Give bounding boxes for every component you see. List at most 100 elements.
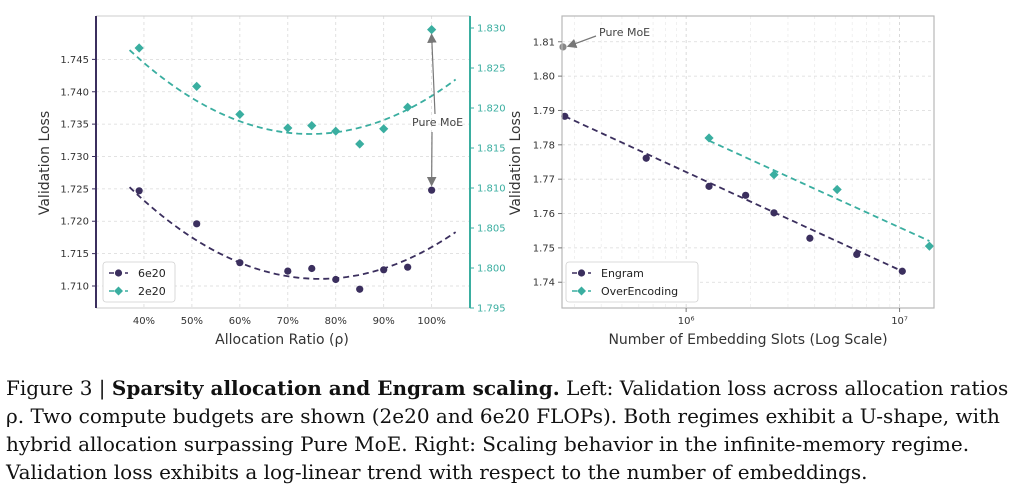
legend-label-overencoding: OverEncoding bbox=[601, 285, 678, 298]
figure-caption: Figure 3 | Sparsity allocation and Engra… bbox=[6, 374, 1016, 486]
right-fit-lines bbox=[564, 115, 930, 273]
point-Engram bbox=[853, 250, 861, 259]
fit-line-2e20 bbox=[128, 49, 457, 135]
point-2e20 bbox=[134, 43, 144, 53]
y-tick-label: 1.730 bbox=[60, 152, 89, 163]
y2-tick-label: 1.810 bbox=[477, 184, 506, 195]
point-2e20 bbox=[355, 139, 365, 149]
y2-tick-label: 1.805 bbox=[477, 224, 506, 235]
point-6e20 bbox=[284, 267, 292, 275]
point-OverEncoding bbox=[769, 170, 779, 180]
point-Engram bbox=[561, 112, 569, 120]
legend-marker-overencoding bbox=[577, 286, 586, 296]
legend-marker-2e20 bbox=[114, 286, 123, 296]
right-axes: 10⁶ 10⁷ 1.74 1.75 1.76 1.77 1.78 1.79 1.80 1.81 bbox=[533, 15, 935, 327]
fit-line-Engram bbox=[564, 115, 903, 273]
caption-prefix: Figure 3 | bbox=[6, 376, 112, 400]
legend-frame bbox=[565, 261, 699, 303]
x-tick-label: 50% bbox=[181, 316, 203, 327]
right-chart: Pure MoE 10⁶ 10⁷1.741.751.761.771.781.791… bbox=[508, 15, 935, 348]
x-tick-label: 90% bbox=[373, 316, 395, 327]
y-tick-label: 1.80 bbox=[533, 72, 555, 83]
point-2e20 bbox=[379, 124, 389, 134]
right-legend: Engram OverEncoding bbox=[565, 261, 699, 303]
point-6e20 bbox=[135, 187, 143, 195]
y-tick-label: 1.725 bbox=[60, 184, 89, 195]
y-tick-label: 1.76 bbox=[533, 209, 555, 220]
point-6e20 bbox=[308, 264, 316, 273]
left-y-axis-label: Validation Loss bbox=[37, 111, 53, 215]
point-Engram bbox=[742, 191, 750, 199]
x-tick-label: 70% bbox=[277, 316, 299, 327]
y2-tick-label: 1.825 bbox=[477, 64, 506, 75]
y-tick-label: 1.74 bbox=[533, 278, 555, 289]
point-2e20 bbox=[192, 81, 202, 91]
right-markers bbox=[561, 112, 935, 275]
y-tick-label: 1.81 bbox=[533, 37, 555, 48]
y-tick-label: 1.75 bbox=[533, 243, 555, 254]
point-6e20 bbox=[236, 259, 244, 267]
left-axes: 40% 50% 60% 70% 80% 90% 100% 1.710 1.715 1.720 1.7… bbox=[60, 15, 506, 327]
y-tick-label: 1.77 bbox=[533, 175, 555, 186]
point-6e20 bbox=[404, 263, 412, 271]
right-annotation: Pure MoE bbox=[559, 26, 650, 51]
figure: Pure MoE 40% 50% 60% 70% 80% 90% 100% 1.710 1.71… bbox=[37, 15, 935, 348]
point-6e20 bbox=[356, 285, 364, 293]
point-Engram bbox=[806, 234, 814, 242]
x-tick-label: 10⁷ bbox=[891, 316, 908, 327]
y2-tick-label: 1.815 bbox=[477, 144, 506, 155]
right-y-axis-label: Validation Loss bbox=[508, 111, 524, 215]
point-OverEncoding bbox=[924, 241, 935, 251]
point-2e20 bbox=[307, 121, 317, 131]
left-fit-lines bbox=[128, 49, 457, 280]
pure-moe-annotation-left: Pure MoE bbox=[412, 116, 463, 129]
y2-tick-label: 1.795 bbox=[477, 304, 506, 315]
point-2e20 bbox=[403, 102, 413, 112]
y-tick-label: 1.735 bbox=[60, 120, 89, 131]
point-6e20 bbox=[332, 275, 340, 284]
y-tick-label: 1.710 bbox=[60, 281, 89, 292]
x-tick-label: 60% bbox=[229, 316, 251, 327]
plot-frame bbox=[561, 15, 935, 309]
point-2e20 bbox=[283, 123, 293, 133]
caption-body: Left: Validation loss across allocation … bbox=[6, 376, 1009, 484]
legend-marker-6e20 bbox=[114, 269, 123, 277]
point-Engram bbox=[898, 267, 906, 275]
left-x-axis-label: Allocation Ratio (ρ) bbox=[215, 332, 349, 348]
point-Engram bbox=[705, 182, 713, 190]
y-tick-label: 1.78 bbox=[533, 140, 555, 151]
right-grid bbox=[562, 16, 934, 308]
y2-tick-label: 1.830 bbox=[477, 24, 506, 35]
legend-label-2e20: 2e20 bbox=[138, 285, 166, 298]
x-tick-label: 10⁶ bbox=[678, 316, 695, 327]
fit-line-OverEncoding bbox=[708, 139, 930, 242]
point-6e20 bbox=[193, 220, 201, 228]
point-OverEncoding bbox=[704, 133, 714, 143]
left-chart: Pure MoE 40% 50% 60% 70% 80% 90% 100% 1.710 1.71… bbox=[37, 15, 506, 348]
y-tick-label: 1.740 bbox=[60, 87, 89, 98]
point-2e20 bbox=[331, 126, 341, 136]
y2-tick-label: 1.820 bbox=[477, 104, 506, 115]
y-tick-label: 1.79 bbox=[533, 106, 555, 117]
point-2e20 bbox=[235, 109, 245, 119]
x-tick-label: 80% bbox=[325, 316, 347, 327]
legend-marker-engram bbox=[577, 269, 586, 277]
left-markers bbox=[134, 25, 437, 293]
left-legend: 6e20 2e20 bbox=[102, 261, 176, 303]
fit-line-6e20 bbox=[128, 186, 457, 280]
x-tick-label: 100% bbox=[417, 316, 446, 327]
point-2e20 bbox=[427, 25, 437, 35]
point-OverEncoding bbox=[832, 184, 842, 195]
y-tick-label: 1.720 bbox=[60, 217, 89, 228]
y-tick-label: 1.745 bbox=[60, 55, 89, 66]
pure-moe-annotation-right: Pure MoE bbox=[599, 26, 650, 39]
point-6e20 bbox=[428, 186, 436, 194]
x-tick-label: 40% bbox=[133, 316, 155, 327]
point-Engram bbox=[770, 209, 778, 217]
legend-label-engram: Engram bbox=[601, 267, 644, 280]
annotation-arrow bbox=[427, 33, 437, 115]
y-tick-label: 1.715 bbox=[60, 249, 89, 260]
legend-label-6e20: 6e20 bbox=[138, 267, 166, 280]
annotation-arrow bbox=[566, 35, 597, 48]
caption-title: Sparsity allocation and Engram scaling. bbox=[111, 376, 560, 400]
